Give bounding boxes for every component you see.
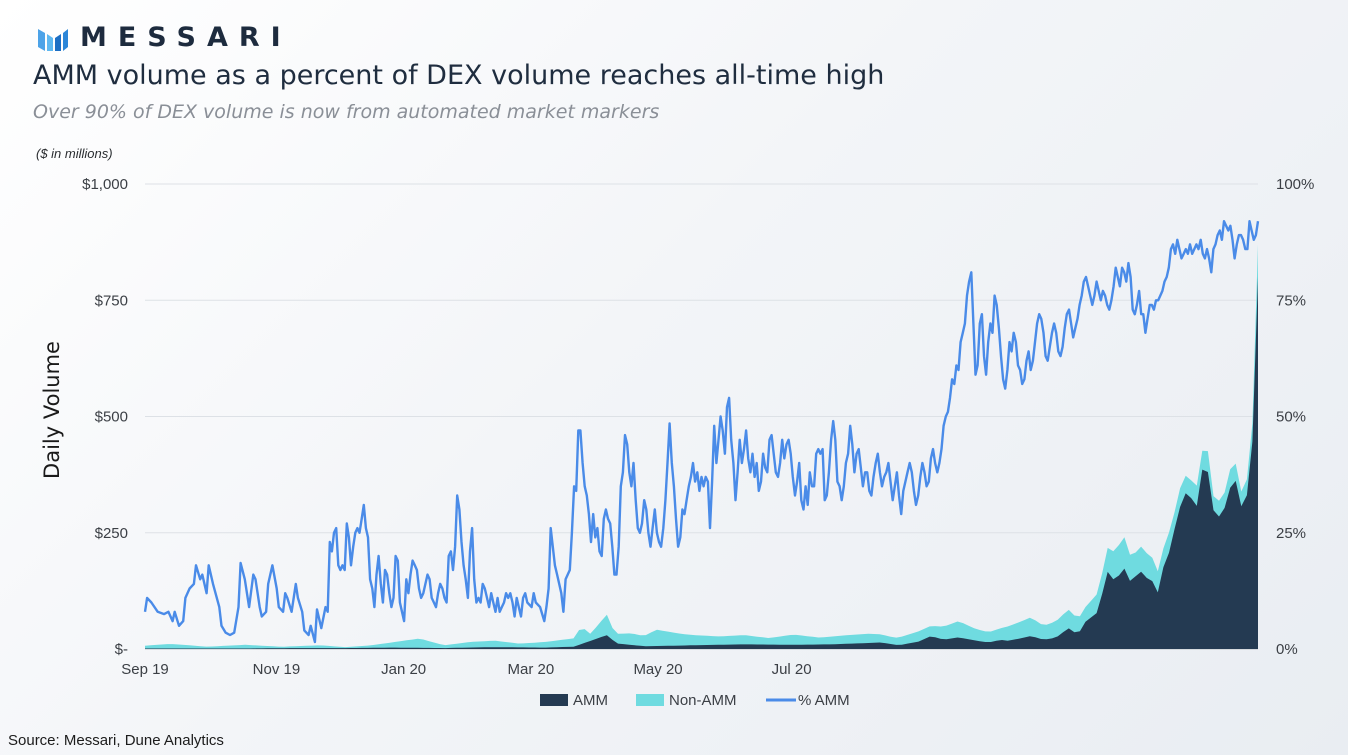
y-tick-label: $250 [95, 525, 128, 542]
y2-tick-label: 100% [1276, 176, 1314, 193]
legend-swatch [636, 694, 664, 706]
y2-tick-label: 0% [1276, 641, 1298, 658]
legend: AMM Non-AMM % AMM [540, 692, 850, 709]
messari-logo-icon [38, 28, 68, 51]
area-series [145, 244, 1258, 649]
line-series [143, 220, 1260, 644]
y-tick-label: $1,000 [82, 176, 128, 193]
chart: $- $250 $500 $750 $1,000 0% 25% 50% 75% 100% Sep 1… [36, 146, 1314, 709]
series-non-amm-area [145, 244, 1258, 649]
y2-tick-label: 75% [1276, 292, 1306, 309]
chart-subtitle: Over 90% of DEX volume is now from autom… [33, 101, 660, 123]
brand-name: MESSARI [80, 22, 292, 53]
x-tick-label: Mar 20 [507, 661, 554, 678]
series-amm-area [145, 277, 1258, 649]
y-axis-label: Daily Volume [40, 341, 64, 479]
legend-swatch [540, 694, 568, 706]
x-tick-label: Jul 20 [772, 661, 812, 678]
legend-label: % AMM [798, 692, 850, 709]
legend-label: AMM [573, 692, 608, 709]
x-tick-label: Nov 19 [253, 661, 301, 678]
x-tick-label: Sep 19 [121, 661, 169, 678]
x-tick-label: May 20 [633, 661, 682, 678]
gridlines [145, 183, 1258, 650]
x-tick-label: Jan 20 [381, 661, 426, 678]
y-tick-label: $500 [95, 409, 128, 426]
axes: $- $250 $500 $750 $1,000 0% 25% 50% 75% 100% Sep 1… [36, 146, 1314, 678]
y-tick-label: $750 [95, 292, 128, 309]
unit-note: ($ in millions) [36, 146, 113, 161]
source-note: Source: Messari, Dune Analytics [8, 732, 224, 749]
y2-tick-label: 25% [1276, 525, 1306, 542]
y-tick-label: $- [115, 641, 128, 658]
brand: MESSARI [38, 22, 292, 53]
legend-label: Non-AMM [669, 692, 737, 709]
series-pct-amm-line [143, 220, 1260, 644]
chart-title: AMM volume as a percent of DEX volume re… [33, 60, 885, 91]
y2-tick-label: 50% [1276, 409, 1306, 426]
